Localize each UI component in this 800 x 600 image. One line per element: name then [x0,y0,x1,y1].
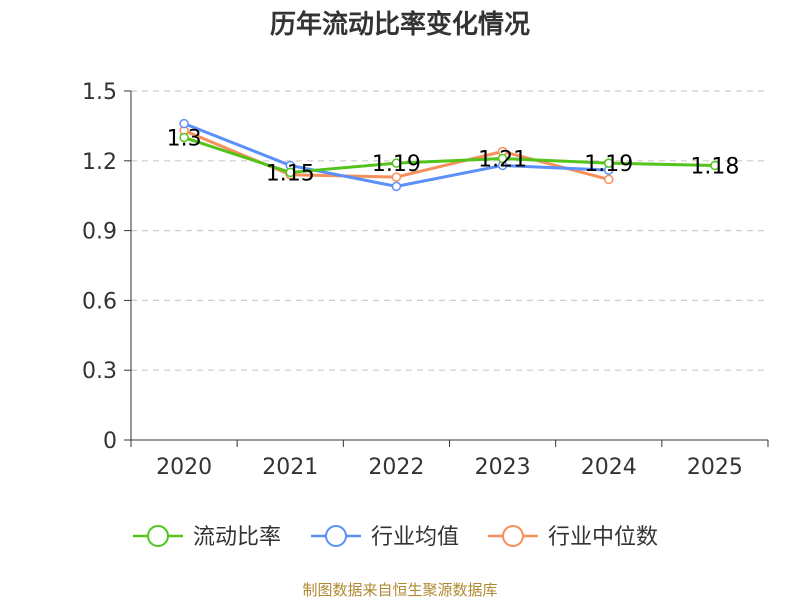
data-label: 1.21 [478,147,527,172]
chart-title: 历年流动比率变化情况 [270,9,530,40]
legend-label: 行业均值 [371,525,459,550]
data-point [179,118,189,129]
data-point [391,181,402,192]
y-tick-label: 0.3 [82,359,117,384]
data-point [497,153,508,164]
data-point [179,132,189,143]
data-label: 1.19 [584,152,633,177]
y-tick-label: 1.2 [82,150,117,175]
data-label: 1.18 [690,154,739,179]
y-tick-label: 0.9 [82,220,117,245]
data-point [391,172,402,182]
legend-label: 流动比率 [193,525,281,550]
series-group [179,118,720,192]
data-label: 1.19 [372,152,421,177]
x-tick-label: 2020 [156,455,212,480]
legend-marker [502,525,524,547]
y-tick-label: 0.6 [82,289,117,314]
source-note: 制图数据来自恒生聚源数据库 [302,581,497,599]
data-label: 1.15 [266,161,315,186]
grid [131,90,768,371]
data-point [604,174,614,185]
data-point [710,160,720,171]
x-tick-label: 2021 [262,455,318,480]
data-labels: 1.3 1.15 1.19 1.21 1.19 1.18 [167,127,740,187]
y-tick-label: 0 [103,429,117,454]
x-tick-label: 2023 [475,455,531,480]
legend: 流动比率 行业均值 行业中位数 [133,525,658,550]
x-tick-label: 2024 [581,455,637,480]
data-label: 1.3 [167,127,202,152]
legend-marker [147,525,169,547]
data-point [604,158,614,168]
legend-label: 行业中位数 [548,525,658,550]
x-tick-label: 2022 [368,455,424,480]
legend-marker [325,525,347,547]
y-tick-label: 1.5 [82,80,117,105]
series-line-0 [182,136,717,174]
data-point [391,158,402,168]
data-point [285,167,295,178]
axes: 0 0.3 0.6 0.9 1.2 1.5 2020 2021 2022 2023 2024 2025 [82,80,769,480]
x-tick-label: 2025 [687,455,743,480]
